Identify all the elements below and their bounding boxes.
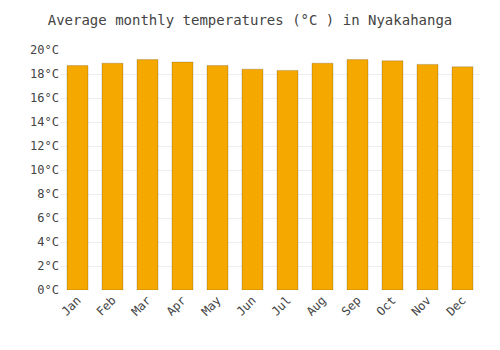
svg-text:2°C: 2°C [37, 259, 59, 273]
svg-text:Average monthly temperatures (: Average monthly temperatures (°C ) in Ny… [48, 12, 453, 28]
svg-text:Mar: Mar [129, 293, 154, 318]
svg-text:12°C: 12°C [30, 139, 59, 153]
svg-text:10°C: 10°C [30, 163, 59, 177]
svg-text:16°C: 16°C [30, 91, 59, 105]
svg-text:Oct: Oct [374, 293, 399, 318]
svg-text:4°C: 4°C [37, 235, 59, 249]
svg-text:Jun: Jun [234, 293, 259, 318]
svg-text:14°C: 14°C [30, 115, 59, 129]
svg-text:Jan: Jan [59, 293, 84, 318]
svg-text:8°C: 8°C [37, 187, 59, 201]
svg-text:6°C: 6°C [37, 211, 59, 225]
svg-text:Sep: Sep [339, 293, 364, 318]
svg-text:18°C: 18°C [30, 67, 59, 81]
svg-text:0°C: 0°C [37, 283, 59, 297]
svg-text:May: May [199, 293, 224, 318]
svg-text:Dec: Dec [444, 293, 469, 318]
svg-text:Aug: Aug [304, 293, 329, 318]
svg-text:Nov: Nov [409, 293, 434, 318]
svg-text:Jul: Jul [269, 293, 294, 318]
svg-text:Feb: Feb [94, 293, 119, 318]
svg-text:Apr: Apr [164, 293, 189, 318]
svg-text:20°C: 20°C [30, 43, 59, 57]
